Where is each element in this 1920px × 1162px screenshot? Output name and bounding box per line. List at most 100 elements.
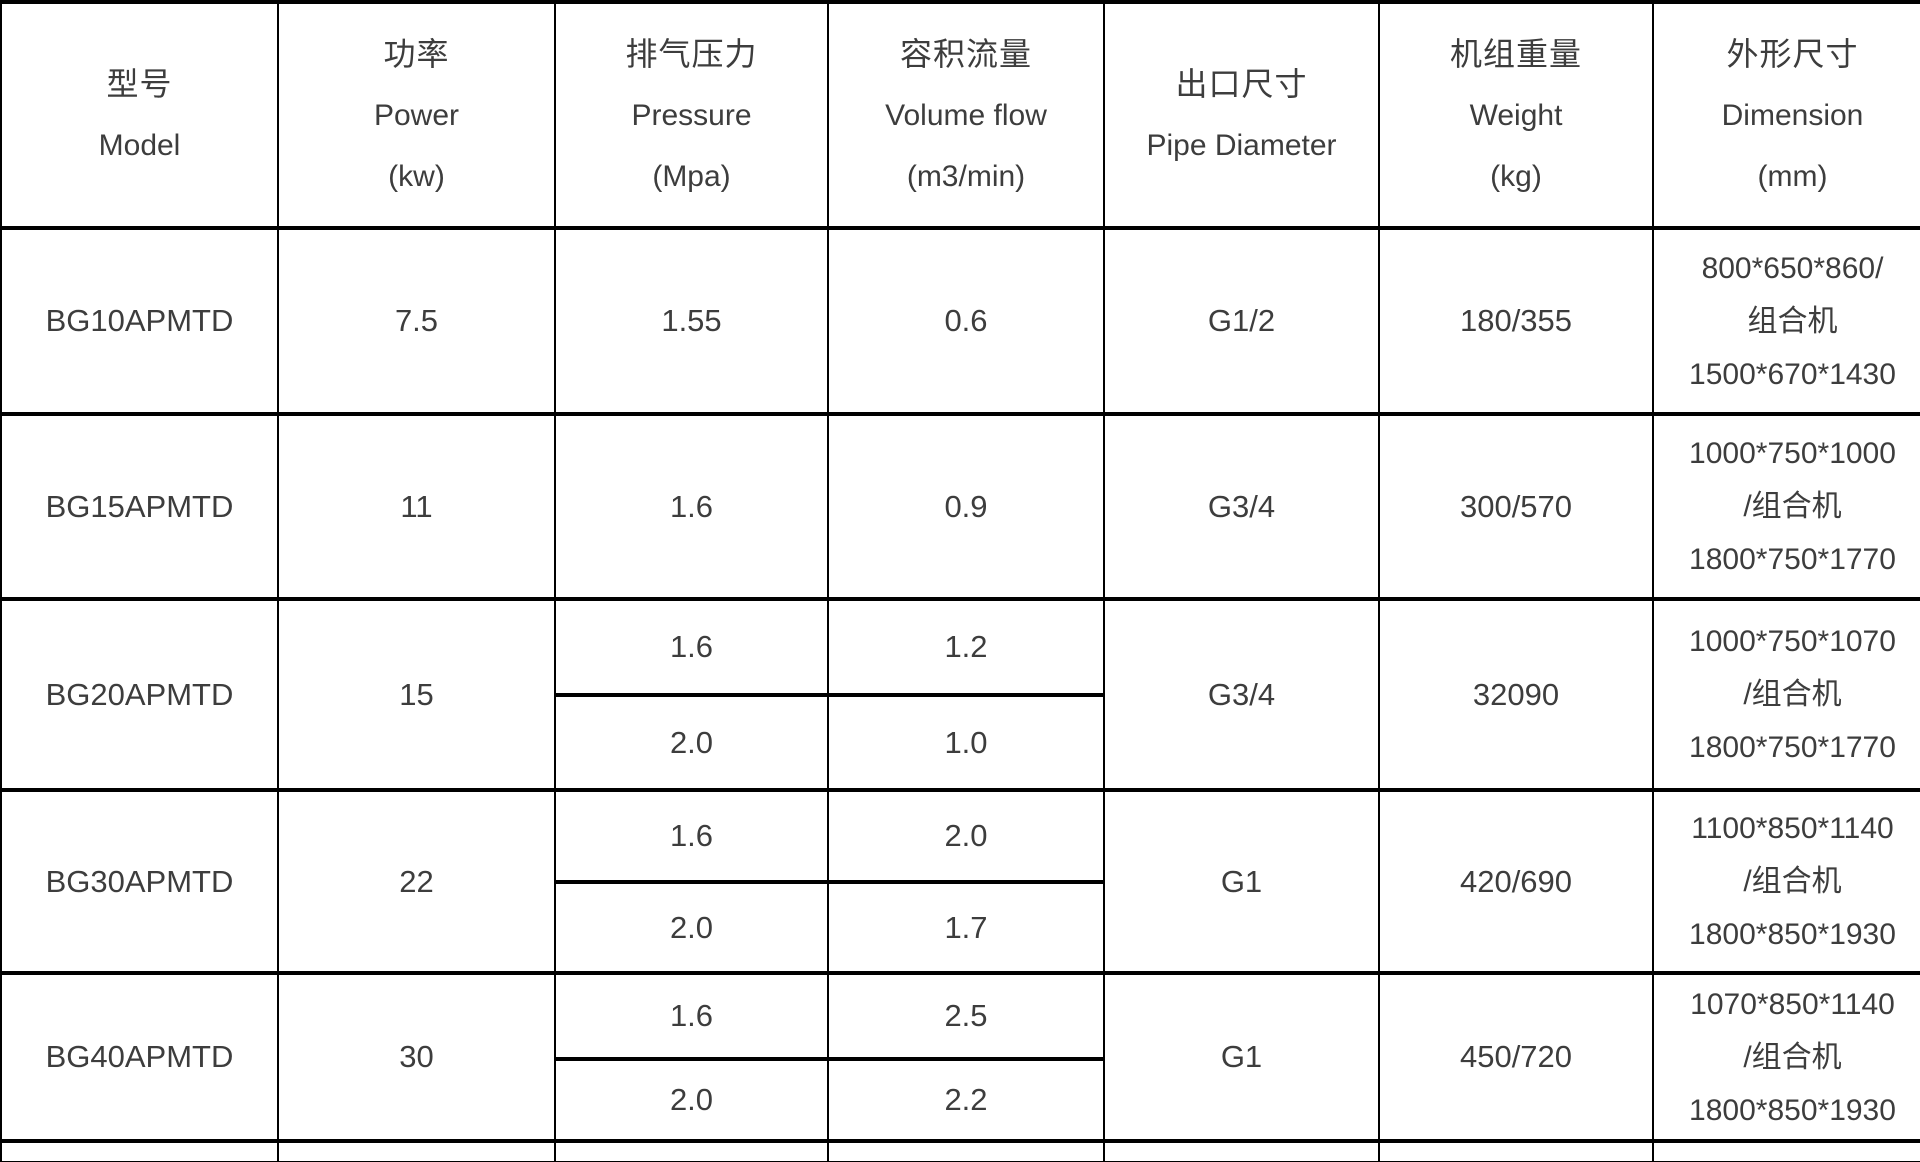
header-cell-weight: 机组重量 Weight (kg) [1378, 0, 1654, 230]
header-model-cn: 型号 [106, 66, 173, 102]
dimension-line: 1800*850*1930 [1689, 1093, 1896, 1127]
header-volume-en: Volume flow [885, 98, 1047, 132]
table-row: BG30APMTD 22 1.6 2.0 G1 420/690 1100*850… [0, 788, 1920, 975]
header-weight-cn: 机组重量 [1449, 35, 1582, 72]
pressure-cell: 1.55 [554, 226, 829, 416]
dimension-line: /组合机 [1743, 1040, 1842, 1074]
header-weight-en: Weight [1469, 98, 1563, 132]
dimension-line: 1800*850*1930 [1689, 918, 1896, 951]
pressure-cell: 1.6 [554, 788, 829, 884]
pipe-cell: G1 [1103, 788, 1380, 975]
header-weight-unit: (kg) [1490, 159, 1542, 193]
dimension-line: 1800*750*1770 [1689, 731, 1896, 764]
dimension-cell: 800*650*860/ 组合机 1500*670*1430 [1652, 226, 1920, 416]
weight-cell: 300/570 [1378, 412, 1654, 601]
header-cell-volume: 容积流量 Volume flow (m3/min) [827, 0, 1105, 230]
dimension-line: 800*650*860/ [1701, 251, 1884, 285]
header-pressure-unit: (Mpa) [652, 159, 731, 193]
table-row: BG10APMTD 7.5 1.55 0.6 G1/2 180/355 800*… [0, 226, 1920, 416]
volume-cell: 1.0 [827, 693, 1105, 792]
header-cell-pressure: 排气压力 Pressure (Mpa) [554, 0, 829, 230]
dimension-line: /组合机 [1743, 490, 1842, 523]
volume-cell: 1.2 [827, 597, 1105, 697]
pressure-cell: 1.6 [554, 597, 829, 697]
header-power-cn: 功率 [383, 35, 450, 72]
pipe-cell [1103, 1139, 1380, 1162]
weight-cell: 450/720 [1378, 971, 1654, 1143]
partial-next-row [0, 1139, 1920, 1162]
header-power-en: Power [373, 98, 460, 132]
volume-cell: 0.9 [827, 412, 1105, 601]
dimension-line: 1800*750*1770 [1689, 543, 1896, 576]
volume-cell [827, 1139, 1105, 1162]
weight-cell: 32090 [1378, 597, 1654, 792]
pipe-cell: G1/2 [1103, 226, 1380, 416]
power-cell: 30 [277, 971, 556, 1143]
pressure-cell: 1.6 [554, 412, 829, 601]
header-cell-model: 型号 Model [0, 0, 279, 230]
power-cell: 15 [277, 597, 556, 792]
pressure-cell: 2.0 [554, 880, 829, 975]
header-dimension-en: Dimension [1721, 98, 1864, 132]
pressure-cell [554, 1139, 829, 1162]
dimension-line: 组合机 [1747, 304, 1838, 338]
volume-cell: 1.7 [827, 880, 1105, 975]
dimension-cell: 1000*750*1070 /组合机 1800*750*1770 [1652, 597, 1920, 792]
dimension-cell: 1000*750*1000 /组合机 1800*750*1770 [1652, 412, 1920, 601]
model-cell: BG20APMTD [0, 597, 279, 792]
pressure-cell: 1.6 [554, 971, 829, 1061]
table-row: BG40APMTD 30 1.6 2.5 G1 450/720 1070*850… [0, 971, 1920, 1143]
power-cell: 7.5 [277, 226, 556, 416]
dimension-line: 1500*670*1430 [1689, 357, 1896, 391]
model-cell: BG40APMTD [0, 971, 279, 1143]
table-row: BG20APMTD 15 1.6 1.2 G3/4 32090 1000*750… [0, 597, 1920, 792]
volume-cell: 0.6 [827, 226, 1105, 416]
dimension-line: 1100*850*1140 [1691, 812, 1894, 845]
weight-cell [1378, 1139, 1654, 1162]
volume-cell: 2.5 [827, 971, 1105, 1061]
dimension-line: 1000*750*1000 [1689, 437, 1896, 470]
model-cell: BG10APMTD [0, 226, 279, 416]
pressure-cell: 2.0 [554, 1057, 829, 1143]
dimension-cell: 1100*850*1140 /组合机 1800*850*1930 [1652, 788, 1920, 975]
header-volume-unit: (m3/min) [906, 159, 1026, 193]
weight-cell: 180/355 [1378, 226, 1654, 416]
dimension-line: 1000*750*1070 [1689, 625, 1896, 658]
header-cell-pipe: 出口尺寸 Pipe Diameter [1103, 0, 1380, 230]
table-row: BG15APMTD 11 1.6 0.9 G3/4 300/570 1000*7… [0, 412, 1920, 601]
header-volume-cn: 容积流量 [899, 35, 1032, 72]
header-pipe-en: Pipe Diameter [1146, 129, 1337, 162]
header-pressure-cn: 排气压力 [625, 35, 758, 72]
header-cell-power: 功率 Power (kw) [277, 0, 556, 230]
header-power-unit: (kw) [388, 159, 445, 193]
power-cell: 22 [277, 788, 556, 975]
header-dimension-unit: (mm) [1757, 159, 1828, 193]
pressure-cell: 2.0 [554, 693, 829, 792]
header-row: 型号 Model 功率 Power (kw) 排气压力 Pressure (Mp… [0, 0, 1920, 230]
dimension-cell: 1070*850*1140 /组合机 1800*850*1930 [1652, 971, 1920, 1143]
model-cell: BG30APMTD [0, 788, 279, 975]
pipe-cell: G3/4 [1103, 597, 1380, 792]
power-cell: 11 [277, 412, 556, 601]
header-dimension-cn: 外形尺寸 [1726, 35, 1859, 72]
table-subrow: 2.0 1.7 [1, 880, 1920, 975]
header-pressure-en: Pressure [631, 98, 752, 132]
pipe-cell: G1 [1103, 971, 1380, 1143]
volume-cell: 2.0 [827, 788, 1105, 884]
table-subrow: 2.0 1.0 [1, 693, 1920, 792]
table-subrow: 2.0 2.2 [1, 1057, 1920, 1143]
dimension-line: 1070*850*1140 [1690, 987, 1895, 1021]
volume-cell: 2.2 [827, 1057, 1105, 1143]
header-cell-dimension: 外形尺寸 Dimension (mm) [1652, 0, 1920, 230]
dimension-line: /组合机 [1743, 678, 1842, 711]
model-cell [0, 1139, 279, 1162]
header-model-en: Model [98, 129, 181, 162]
weight-cell: 420/690 [1378, 788, 1654, 975]
power-cell [277, 1139, 556, 1162]
dimension-cell [1652, 1139, 1920, 1162]
header-pipe-cn: 出口尺寸 [1175, 66, 1308, 102]
model-cell: BG15APMTD [0, 412, 279, 601]
pipe-cell: G3/4 [1103, 412, 1380, 601]
